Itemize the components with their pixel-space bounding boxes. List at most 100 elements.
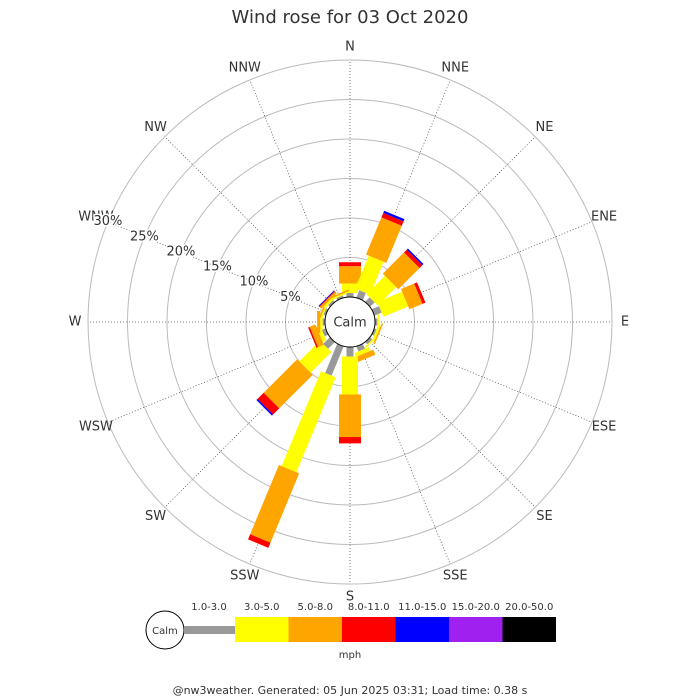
rose-segment (256, 398, 274, 416)
units-label: mph (339, 650, 361, 661)
chart-title: Wind rose for 03 Oct 2020 (232, 7, 469, 28)
direction-label: NNE (441, 60, 469, 75)
grid-ring (87, 59, 613, 585)
rose-segment (381, 212, 404, 226)
rose-segment (365, 297, 375, 307)
direction-label: SSW (230, 569, 260, 584)
legend-swatch (184, 626, 235, 634)
ring-label: 25% (130, 229, 159, 244)
direction-label: NNW (229, 60, 261, 75)
legend: Calm mph 1.0-3.0 3.0-5.0 5.0-8.0 8.0-11.0 11… (145, 602, 556, 661)
rose-segment (373, 323, 384, 345)
rose-segment (336, 295, 344, 301)
direction-label: SW (145, 509, 166, 524)
rose-segment (377, 291, 409, 317)
direction-label: W (69, 315, 82, 330)
direction-label: SE (536, 509, 552, 524)
spoke (367, 339, 536, 508)
direction-label: ESE (592, 420, 617, 435)
rose-segment (414, 282, 426, 304)
rose-segment (371, 306, 382, 316)
rose-segment (354, 347, 371, 357)
direction-label: NW (144, 120, 167, 135)
ring-label: 20% (166, 244, 195, 259)
spoke (164, 136, 333, 305)
bars (248, 210, 426, 548)
spoke (107, 221, 328, 313)
rose-segment (318, 290, 335, 307)
legend-swatch (502, 617, 556, 642)
ring-label: 30% (93, 214, 122, 229)
legend-swatch (235, 617, 289, 642)
rose-segment (309, 324, 324, 348)
grid-ring (127, 99, 573, 545)
rose-segment (318, 290, 336, 308)
legend-label: 5.0-8.0 (298, 602, 333, 613)
rose-segment (257, 392, 280, 415)
grid-ring (206, 178, 494, 466)
rose-segment (308, 326, 318, 348)
rose-segment (372, 325, 381, 341)
rose-segment (406, 248, 424, 266)
rose-segment (342, 283, 358, 294)
rose-segment (331, 292, 347, 300)
rose-segment (339, 266, 361, 284)
rose-segment (328, 300, 335, 307)
legend-swatch (342, 617, 396, 642)
rose-segment (317, 311, 321, 333)
rose-segment (375, 318, 378, 326)
legend-label: 3.0-5.0 (244, 602, 279, 613)
spoke (249, 79, 341, 300)
direction-label: ENE (591, 209, 617, 224)
rose-segment (353, 349, 376, 364)
rose-segment (339, 437, 361, 444)
rose-segment (346, 347, 354, 357)
legend-swatch (395, 617, 449, 642)
rose-segment (263, 359, 313, 409)
rose-segment (323, 337, 335, 349)
rose-segment (365, 337, 373, 345)
direction-label: S (346, 590, 354, 605)
direction-label: N (345, 40, 355, 55)
rose-segment (323, 308, 329, 316)
rose-segment (322, 318, 325, 326)
rose-segment (248, 534, 271, 548)
spoke (372, 331, 593, 423)
rose-segment (382, 252, 420, 290)
legend-swatch (288, 617, 342, 642)
rose-segment (355, 255, 384, 295)
rose-segment (339, 262, 361, 267)
rose-segment (383, 210, 405, 222)
rose-segment (364, 336, 377, 349)
direction-label: WSW (79, 420, 113, 435)
direction-label: SSE (443, 569, 468, 584)
direction-label: E (621, 315, 629, 330)
rose-segment (319, 291, 337, 309)
legend-swatch (449, 617, 503, 642)
spoke (107, 331, 328, 423)
rose-segment (401, 283, 423, 310)
grid: N NNE NE ENE E ESE SE SSE S SSW SW WSW W WNW NW NNW 5% 10… (69, 40, 630, 605)
grid-ring (166, 138, 534, 506)
rose-segment (321, 328, 329, 337)
ring-label: 10% (239, 275, 268, 290)
footer: @nw3weather. Generated: 05 Jun 2025 03:3… (173, 684, 528, 697)
legend-label: 8.0-11.0 (348, 602, 390, 613)
direction-label: NE (535, 120, 553, 135)
rose-segment (356, 290, 366, 301)
rose-segment (339, 394, 361, 438)
rose-segment (366, 217, 402, 263)
rose-segment (346, 293, 354, 297)
legend-label: 11.0-15.0 (398, 602, 446, 613)
rose-segment (342, 356, 358, 395)
rose-segment (299, 340, 332, 373)
rose-segment (325, 343, 344, 376)
calm-label: Calm (333, 316, 366, 331)
spoke (359, 344, 451, 565)
rose-segment (328, 289, 350, 300)
rose-segment (281, 371, 336, 473)
legend-label: 15.0-20.0 (452, 602, 500, 613)
legend-calm-label: Calm (152, 626, 178, 637)
rose-segment (366, 275, 397, 306)
